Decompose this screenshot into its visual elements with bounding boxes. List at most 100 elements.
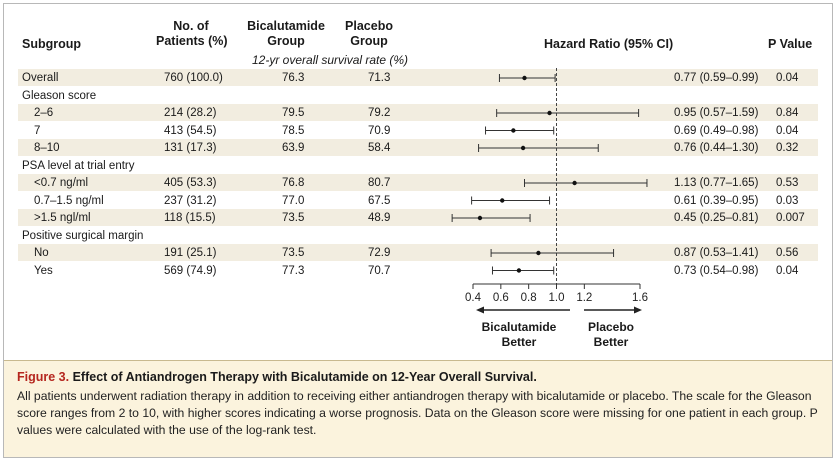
subgroup-header: PSA level at trial entry xyxy=(22,159,135,172)
direction-left-line2: Better xyxy=(501,335,537,349)
subgroup-label: 7 xyxy=(34,124,41,137)
p-value: 0.03 xyxy=(776,194,799,207)
header-subgroup: Subgroup xyxy=(22,37,82,51)
bicalutamide-rate: 78.5 xyxy=(282,124,305,137)
subgroup-label: 2–6 xyxy=(34,107,54,119)
p-value: 0.007 xyxy=(776,212,805,224)
subgroup-label: <0.7 ng/ml xyxy=(34,177,89,189)
direction-right-label: Placebo Better xyxy=(576,320,646,350)
header-placebo: Placebo Group xyxy=(334,19,404,49)
hazard-ratio-text: 1.13 (0.77–1.65) xyxy=(674,177,759,189)
header-patients-line1: No. of xyxy=(173,19,209,33)
hazard-ratio-text: 0.87 (0.53–1.41) xyxy=(674,247,759,259)
x-tick-label: 1.2 xyxy=(576,292,592,304)
forest-plot: 0.4 0.6 0.8 1.0 1.2 1.6 xyxy=(451,68,648,314)
patients-count: 118 (15.5) xyxy=(164,212,216,224)
header-hazard-ratio: Hazard Ratio (95% CI) xyxy=(544,37,674,51)
header-placebo-line1: Placebo xyxy=(345,19,393,33)
hazard-ratio-point xyxy=(547,110,552,116)
placebo-rate: 71.3 xyxy=(368,72,391,84)
placebo-rate: 72.9 xyxy=(368,247,391,259)
placebo-rate: 79.2 xyxy=(368,107,391,119)
bicalutamide-rate: 73.5 xyxy=(282,247,305,259)
direction-left-label: Bicalutamide Better xyxy=(474,320,564,350)
header-bicalutamide: Bicalutamide Group xyxy=(246,19,326,49)
p-value: 0.04 xyxy=(776,264,799,277)
x-tick-label: 1.0 xyxy=(549,292,565,304)
bicalutamide-rate: 76.8 xyxy=(282,177,305,189)
row-stripe xyxy=(18,209,818,226)
p-value: 0.32 xyxy=(776,142,799,154)
row-stripe xyxy=(18,104,818,121)
hazard-ratio-point xyxy=(536,250,541,256)
patients-count: 760 (100.0) xyxy=(164,72,223,84)
header-patients: No. of Patients (%) xyxy=(156,19,228,49)
subgroup-label: Overall xyxy=(22,72,59,84)
hazard-ratio-point xyxy=(500,198,505,203)
patients-count: 413 (54.5) xyxy=(164,124,217,137)
x-tick-label: 0.4 xyxy=(465,292,482,304)
hazard-ratio-text: 0.45 (0.25–0.81) xyxy=(674,212,759,224)
row-stripe xyxy=(18,69,818,86)
patients-count: 237 (31.2) xyxy=(164,194,217,207)
subgroup-label: No xyxy=(34,247,49,259)
subgroup-label: 8–10 xyxy=(34,142,60,154)
x-tick-label: 0.8 xyxy=(521,292,537,304)
caption-figure-number: Figure 3. xyxy=(17,370,70,384)
hazard-ratio-point xyxy=(572,180,577,186)
hazard-ratio-text: 0.77 (0.59–0.99) xyxy=(674,72,759,84)
bicalutamide-rate: 73.5 xyxy=(282,212,305,224)
placebo-rate: 48.9 xyxy=(368,212,391,224)
figure: Subgroup No. of Patients (%) Bicalutamid… xyxy=(3,3,833,458)
direction-left-line1: Bicalutamide xyxy=(481,320,557,334)
hazard-ratio-point xyxy=(522,75,527,81)
hazard-ratio-point xyxy=(516,268,522,273)
hazard-ratio-point xyxy=(520,145,526,151)
p-value: 0.04 xyxy=(776,72,799,84)
x-tick-label: 1.6 xyxy=(632,292,648,304)
hazard-ratio-text: 0.69 (0.49–0.98) xyxy=(674,124,759,137)
patients-count: 569 (74.9) xyxy=(164,264,217,277)
p-value: 0.84 xyxy=(776,107,799,119)
direction-right-line1: Placebo xyxy=(587,320,635,334)
hazard-ratio-text: 0.95 (0.57–1.59) xyxy=(674,107,759,119)
subgroup-header: Gleason score xyxy=(22,89,97,102)
patients-count: 405 (53.3) xyxy=(164,177,217,189)
placebo-rate: 70.7 xyxy=(368,264,391,277)
hazard-ratio-text: 0.73 (0.54–0.98) xyxy=(674,264,759,277)
hazard-ratio-text: 0.76 (0.44–1.30) xyxy=(674,142,759,154)
placebo-rate: 58.4 xyxy=(368,142,391,154)
placebo-rate: 70.9 xyxy=(368,124,391,137)
caption-title-text: Effect of Antiandrogen Therapy with Bica… xyxy=(72,370,537,384)
caption-body: All patients underwent radiation therapy… xyxy=(17,389,818,437)
patients-count: 214 (28.2) xyxy=(164,107,217,119)
p-value: 0.53 xyxy=(776,177,799,189)
header-patients-line2: Patients (%) xyxy=(156,34,228,48)
patients-count: 191 (25.1) xyxy=(164,247,217,259)
left-arrow-head xyxy=(476,306,484,314)
hazard-ratio-point xyxy=(511,128,516,133)
header-bicalutamide-line1: Bicalutamide xyxy=(247,19,325,33)
bicalutamide-rate: 77.0 xyxy=(282,194,305,207)
row-stripe xyxy=(18,174,818,191)
figure-caption: Figure 3. Effect of Antiandrogen Therapy… xyxy=(4,360,832,457)
hazard-ratio-point xyxy=(477,215,483,221)
direction-right-line2: Better xyxy=(593,335,629,349)
x-tick-label: 0.6 xyxy=(493,292,509,304)
bicalutamide-rate: 63.9 xyxy=(282,142,305,154)
header-placebo-line2: Group xyxy=(350,34,388,48)
header-p-value: P Value xyxy=(768,37,813,51)
subgroup-label: Yes xyxy=(34,264,53,277)
bicalutamide-rate: 77.3 xyxy=(282,264,305,277)
subgroup-header: Positive surgical margin xyxy=(22,229,144,242)
p-value: 0.04 xyxy=(776,124,799,137)
subgroup-label: 0.7–1.5 ng/ml xyxy=(34,194,104,207)
row-stripe xyxy=(18,139,818,156)
hazard-ratio-text: 0.61 (0.39–0.95) xyxy=(674,194,759,207)
placebo-rate: 80.7 xyxy=(368,177,391,189)
caption-title: Figure 3. Effect of Antiandrogen Therapy… xyxy=(17,370,819,384)
subgroup-label: >1.5 ngl/ml xyxy=(34,212,91,224)
row-stripe xyxy=(18,244,818,261)
header-survival-rate: 12-yr overall survival rate (%) xyxy=(252,53,409,67)
placebo-rate: 67.5 xyxy=(368,194,391,207)
